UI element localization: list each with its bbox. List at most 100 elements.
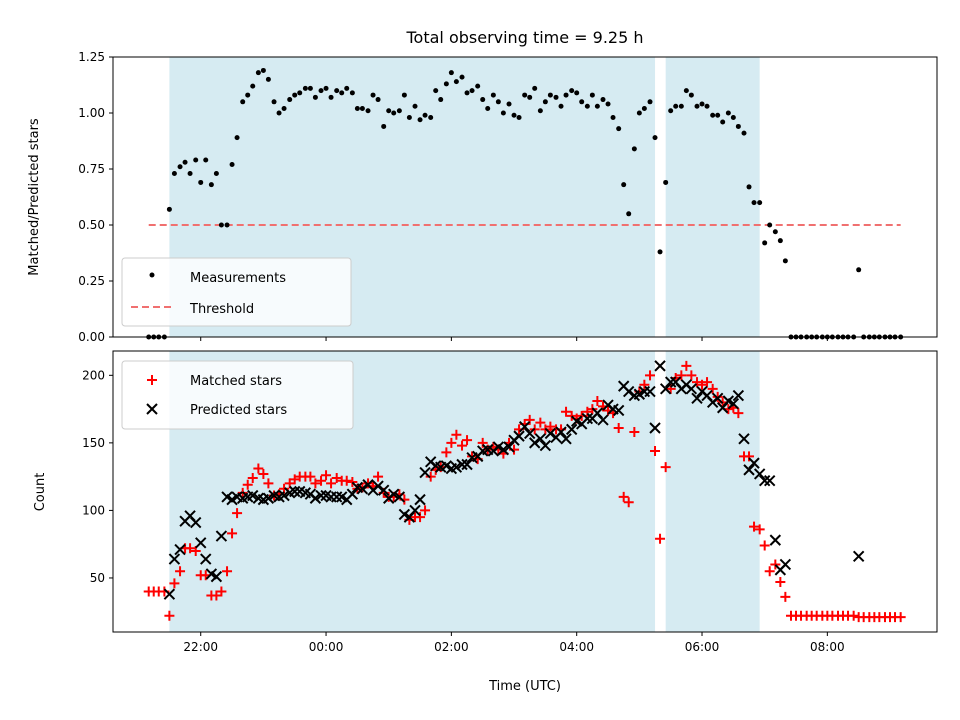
matched-star-point: [686, 370, 697, 381]
predicted-star-point: [168, 553, 181, 565]
bottom-legend: Matched stars Predicted stars: [121, 360, 354, 430]
measurement-point: [553, 94, 559, 100]
measurement-point: [558, 103, 564, 109]
matched-star-point: [692, 377, 703, 388]
predicted-star-point: [659, 383, 672, 395]
measurement-point: [386, 108, 392, 114]
bottom-panel: 50 100 150 200 22:00 00:00 02:00 04:00 06:00 08:…: [33, 350, 938, 694]
matched-star-point: [169, 578, 180, 589]
matched-star-point: [321, 470, 332, 481]
predicted-star-point: [560, 433, 572, 445]
bottom-y-axis-label: Count: [33, 473, 48, 512]
measurement-point: [234, 135, 240, 141]
predicted-star-point: [654, 360, 666, 372]
predicted-star-point: [195, 537, 207, 549]
measurement-point: [511, 112, 517, 118]
matched-star-point: [222, 566, 233, 577]
matched-star-point: [263, 478, 274, 489]
measurement-point: [292, 92, 298, 98]
measurement-point: [480, 97, 486, 103]
measurement-point: [344, 85, 350, 91]
predicted-star-point: [769, 534, 782, 546]
measurement-point: [428, 114, 434, 120]
measurement-point: [522, 92, 528, 98]
predicted-star-point: [758, 474, 771, 487]
predicted-star-point: [215, 530, 228, 542]
measurement-point: [584, 103, 590, 109]
predicted-star-point: [289, 485, 301, 498]
matched-star-point: [660, 462, 671, 473]
measurement-point: [547, 92, 553, 98]
matched-star-point: [175, 566, 186, 577]
measurement-point: [490, 92, 496, 98]
matched-star-point: [733, 408, 744, 419]
matched-star-point: [650, 445, 661, 456]
predicted-star-point: [210, 570, 223, 583]
matched-star-point: [247, 472, 258, 483]
predicted-star-point: [644, 385, 656, 398]
predicted-star-point: [190, 516, 202, 529]
measurement-point: [396, 108, 402, 114]
measurement-point: [673, 103, 679, 109]
matched-star-point: [326, 478, 337, 489]
legend-measurements-marker: [149, 272, 155, 278]
matched-star-point: [227, 528, 238, 539]
predicted-star-point: [622, 385, 635, 398]
measurement-point: [647, 99, 653, 105]
predicted-star-point: [753, 468, 766, 480]
legend-matched-label: Matched stars: [190, 374, 282, 389]
measurement-point: [401, 92, 407, 98]
measurement-point: [453, 79, 459, 85]
observing-window: [665, 351, 760, 632]
measurement-point: [657, 249, 663, 255]
measurement-point: [683, 88, 689, 94]
matched-star-point: [164, 610, 175, 621]
matched-star-point: [759, 540, 770, 551]
predicted-star-point: [513, 430, 525, 442]
measurement-point: [464, 90, 470, 96]
predicted-star-point: [388, 488, 400, 500]
measurement-point: [250, 83, 256, 89]
x-tick-label: 08:00: [810, 640, 845, 654]
measurement-point: [265, 76, 271, 82]
predicted-star-point: [748, 457, 760, 469]
measurement-point: [767, 222, 773, 228]
predicted-star-point: [852, 550, 865, 563]
measurement-point: [527, 94, 533, 100]
measurement-point: [349, 90, 355, 96]
y-tick-label: 1.00: [78, 106, 105, 120]
measurement-point: [757, 200, 763, 206]
measurement-point: [281, 106, 287, 112]
matched-star-point: [566, 410, 577, 421]
matched-star-point: [582, 406, 593, 417]
matched-star-point: [316, 475, 327, 486]
measurement-point: [704, 103, 710, 109]
measurement-point: [500, 110, 506, 116]
predicted-star-point: [278, 489, 290, 502]
measurement-point: [506, 101, 512, 107]
measurement-point: [605, 101, 611, 107]
legend-predicted-label: Predicted stars: [190, 403, 287, 418]
x-tick-label: 06:00: [685, 640, 720, 654]
measurement-point: [307, 85, 313, 91]
predicted-star-point: [409, 504, 421, 517]
measurement-point: [287, 97, 293, 103]
predicted-star-point: [163, 588, 176, 600]
matched-star-point: [697, 379, 708, 390]
matched-star-point: [770, 559, 781, 570]
matched-star-point: [446, 437, 457, 448]
predicted-star-point: [544, 427, 557, 440]
measurement-point: [725, 110, 731, 116]
x-tick-label: 02:00: [434, 640, 469, 654]
measurement-point: [229, 162, 235, 168]
matched-star-point: [425, 471, 436, 482]
measurement-point: [218, 222, 224, 228]
matched-star-point: [415, 512, 426, 523]
legend-threshold-label: Threshold: [189, 302, 254, 317]
measurement-point: [569, 88, 575, 94]
predicted-star-point: [356, 483, 369, 495]
predicted-star-point: [612, 404, 625, 417]
y-tick-label: 0.25: [78, 274, 105, 288]
x-tick-label: 04:00: [559, 640, 594, 654]
matched-star-point: [253, 463, 264, 474]
